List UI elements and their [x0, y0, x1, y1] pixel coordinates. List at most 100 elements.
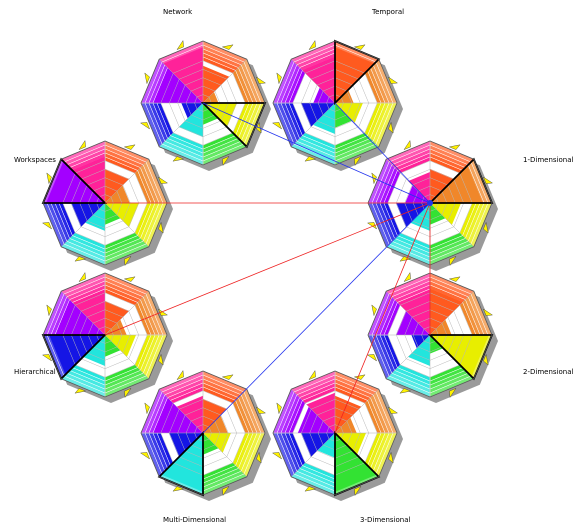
marker-triangle — [221, 44, 234, 50]
sector-fill — [335, 433, 377, 492]
sector-fill — [85, 203, 105, 231]
sector-fill — [105, 168, 130, 203]
marker-triangle — [367, 222, 378, 230]
sector-fill — [335, 89, 354, 103]
radar-chart-one-dimensional — [367, 140, 498, 271]
sector-fill — [203, 65, 230, 103]
web-spoke — [385, 334, 431, 380]
marker-triangle — [308, 370, 316, 381]
sector-fill — [105, 185, 130, 203]
sector-fill — [153, 67, 203, 103]
link-lines-overlay — [104, 102, 433, 434]
marker-triangle — [449, 387, 457, 398]
sector-fill — [105, 319, 127, 335]
web-spoke — [202, 432, 248, 478]
sector-fill — [178, 103, 203, 138]
sector-fill — [313, 87, 335, 103]
marker-triangle — [272, 452, 283, 460]
sector-fill — [411, 335, 430, 349]
web-spoke — [158, 388, 204, 434]
sector-fill — [163, 47, 203, 103]
chart-outline — [140, 370, 266, 496]
marker-triangle — [403, 140, 411, 151]
sector-fill — [430, 288, 463, 335]
radar-chart-network — [140, 40, 271, 171]
marker-triangle — [367, 354, 378, 362]
sector-fill — [203, 398, 228, 433]
marker-triangle — [304, 156, 317, 162]
sector-fill — [300, 103, 335, 128]
marker-triangle — [158, 353, 164, 366]
marker-triangle — [78, 272, 86, 283]
sector-fill — [203, 103, 238, 128]
link-line — [202, 102, 431, 204]
web-spoke — [290, 102, 336, 148]
marker-triangle — [399, 388, 412, 394]
chart-outline — [140, 40, 266, 166]
marker-triangle — [354, 485, 362, 496]
marker-triangle — [157, 176, 168, 184]
hub-dot — [427, 200, 433, 206]
label-workspaces: Workspaces — [14, 156, 56, 164]
marker-triangle — [353, 374, 366, 380]
marker-triangle — [222, 155, 230, 166]
chart-outline — [367, 272, 493, 398]
sector-fill — [105, 335, 121, 357]
marker-triangle — [272, 122, 283, 130]
web-spoke — [60, 202, 106, 248]
label-hierarchical: Hierarchical — [14, 368, 56, 376]
marker-triangle — [304, 486, 317, 492]
marker-triangle — [449, 255, 457, 266]
web-spoke — [290, 432, 336, 478]
sector-fill — [317, 433, 335, 458]
link-line — [334, 102, 431, 204]
marker-triangle — [42, 222, 53, 230]
marker-triangle — [483, 353, 489, 366]
marker-triangle — [354, 155, 362, 166]
marker-triangle — [353, 44, 366, 50]
marker-triangle — [388, 121, 394, 134]
web-spoke — [104, 290, 150, 336]
marker-triangle — [255, 76, 266, 84]
marker-triangle — [140, 122, 151, 130]
chart-outline — [272, 40, 398, 166]
web-spoke — [290, 58, 336, 104]
sector-fill — [335, 103, 363, 123]
label-multi-dimensional: Multi-Dimensional — [163, 516, 227, 524]
sector-fill — [105, 203, 140, 228]
marker-triangle — [124, 387, 132, 398]
link-line — [334, 202, 431, 434]
sector-fill — [181, 103, 203, 119]
chart-outline — [272, 370, 398, 496]
sector-fill — [300, 433, 335, 458]
label-network: Network — [163, 8, 193, 16]
sector-fill — [176, 395, 203, 433]
marker-triangle — [46, 304, 52, 317]
chart-outline — [42, 272, 168, 398]
label-temporal: Temporal — [372, 8, 405, 16]
sector-fill — [410, 203, 430, 231]
sector-fill — [72, 156, 105, 203]
marker-triangle — [388, 451, 394, 464]
sector-fill — [168, 433, 203, 458]
marker-triangle — [78, 140, 86, 151]
web-spoke — [334, 388, 380, 434]
marker-triangle — [172, 156, 185, 162]
marker-triangle — [74, 388, 87, 394]
sector-fill — [335, 395, 362, 433]
sector-fill — [335, 47, 375, 103]
marker-triangle — [276, 72, 282, 85]
marker-triangle — [74, 256, 87, 262]
web-spoke — [60, 290, 106, 336]
sector-fill — [430, 319, 452, 335]
web-spoke — [158, 58, 204, 104]
marker-triangle — [387, 406, 398, 414]
sector-fill — [297, 406, 335, 433]
marker-triangle — [482, 308, 493, 316]
sector-fill — [335, 417, 357, 433]
marker-triangle — [483, 221, 489, 234]
sector-fill — [105, 300, 130, 335]
sector-fill — [395, 203, 430, 228]
